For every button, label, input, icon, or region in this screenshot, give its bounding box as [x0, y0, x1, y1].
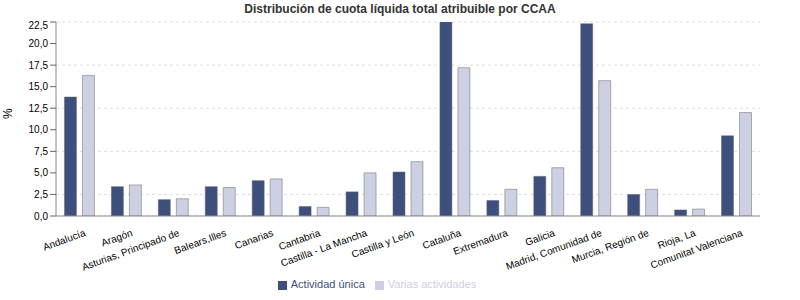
svg-text:%: % — [1, 108, 15, 119]
svg-text:Madrid, Comunidad de: Madrid, Comunidad de — [504, 227, 604, 272]
svg-text:Comunitat Valenciana: Comunitat Valenciana — [649, 227, 744, 271]
svg-text:17,5: 17,5 — [29, 60, 49, 71]
svg-text:20,0: 20,0 — [29, 38, 49, 49]
svg-text:Cataluña: Cataluña — [421, 227, 463, 252]
svg-text:Castilla - La Mancha: Castilla - La Mancha — [279, 227, 369, 269]
svg-text:Murcia, Región de: Murcia, Región de — [570, 227, 650, 265]
svg-text:12,5: 12,5 — [29, 103, 49, 114]
html-text:Distribución de cuota líquida: Distribución de cuota líquida total atri… — [244, 2, 556, 16]
svg-text:10,0: 10,0 — [29, 124, 49, 135]
html-text:Actividad única: Actividad única — [290, 278, 365, 290]
svg-text:2,5: 2,5 — [34, 189, 48, 200]
svg-text:Extremadura: Extremadura — [452, 227, 510, 257]
svg-text:Balears,Illes: Balears,Illes — [173, 227, 228, 256]
svg-text:Aragón: Aragón — [99, 227, 134, 249]
svg-text:Canarias: Canarias — [233, 227, 274, 251]
svg-text:Cantabria: Cantabria — [277, 227, 322, 253]
svg-text:5,0: 5,0 — [34, 167, 48, 178]
svg-text:Andalucía: Andalucía — [41, 227, 87, 253]
html-text:Varias actividades: Varias actividades — [387, 278, 477, 290]
svg-text:Castilla y León: Castilla y León — [350, 227, 415, 260]
svg-text:Asturias, Principado de: Asturias, Principado de — [80, 227, 181, 273]
svg-text:15,0: 15,0 — [29, 81, 49, 92]
svg-text:Rioja, La: Rioja, La — [656, 227, 697, 251]
svg-text:7,5: 7,5 — [34, 146, 48, 157]
svg-text:Galicia: Galicia — [523, 227, 557, 248]
svg-text:0,0: 0,0 — [34, 211, 48, 222]
svg-text:22,5: 22,5 — [29, 20, 49, 31]
